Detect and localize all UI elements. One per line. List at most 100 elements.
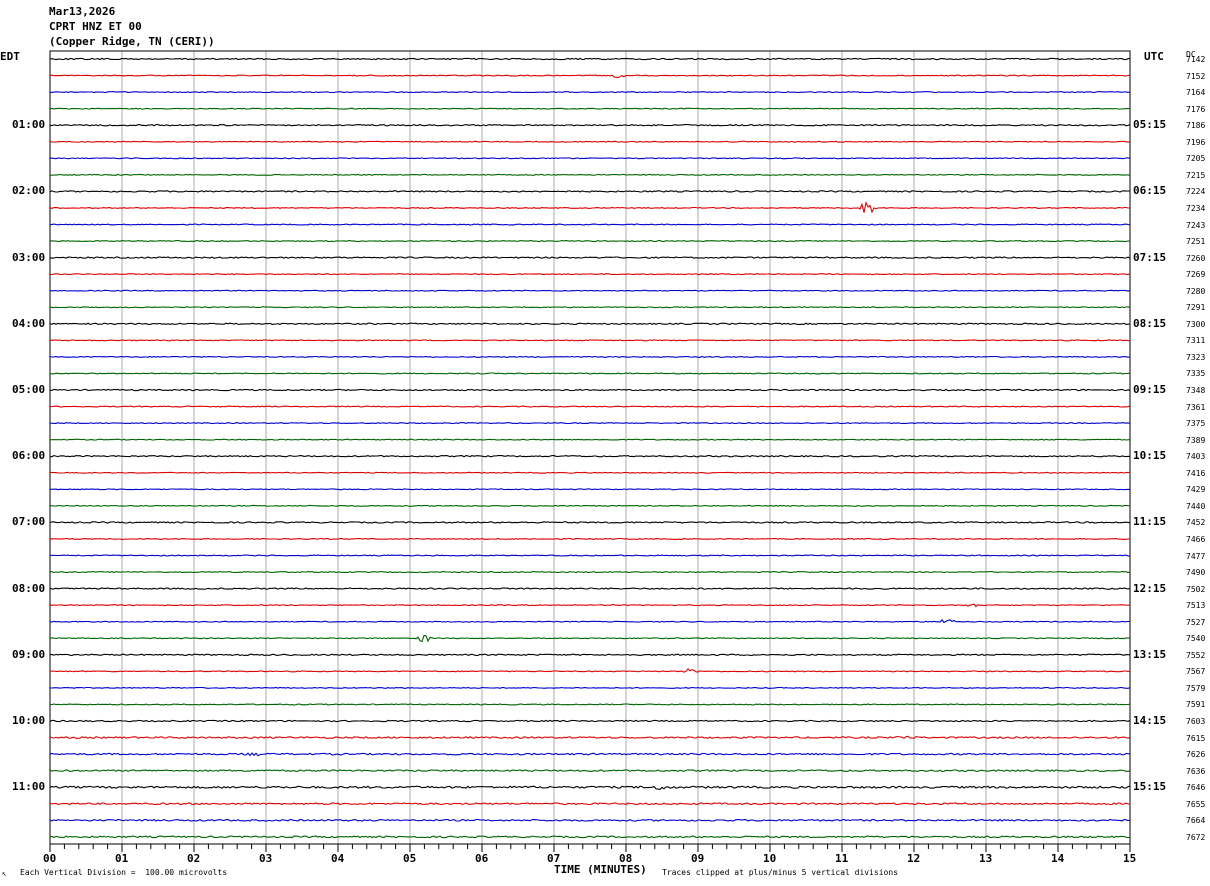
dc-offset-label: 7269 xyxy=(1186,270,1206,280)
seismic-trace xyxy=(49,405,1131,408)
seismic-trace xyxy=(49,273,1131,276)
dc-offset-label: 7490 xyxy=(1186,568,1206,578)
x-tick-label: 08 xyxy=(619,852,633,865)
dc-offset-label: 7591 xyxy=(1186,700,1206,710)
seismic-trace xyxy=(49,200,1131,214)
seismic-trace xyxy=(49,355,1131,358)
seismic-trace xyxy=(49,322,1131,326)
dc-offset-label: 7440 xyxy=(1186,501,1206,511)
seismic-trace xyxy=(49,686,1131,689)
seismic-trace xyxy=(49,554,1130,557)
dc-offset-label: 7466 xyxy=(1186,534,1206,544)
dc-offset-label: 7186 xyxy=(1186,121,1206,131)
dc-offset-label: 7579 xyxy=(1186,683,1206,693)
left-hour-label: 03:00 xyxy=(12,250,46,264)
right-hour-label: 13:15 xyxy=(1133,647,1167,661)
corner-arrow-icon: ↖ xyxy=(2,869,7,878)
dc-offset-label: 7280 xyxy=(1186,286,1206,296)
dc-offset-label: 7636 xyxy=(1186,766,1206,776)
dc-offset-label: 7527 xyxy=(1186,617,1206,627)
dc-offset-label: 7361 xyxy=(1186,402,1206,412)
dc-offset-label: 7403 xyxy=(1186,452,1206,462)
date-label: Mar13,2026 xyxy=(49,5,116,18)
left-hour-label: 06:00 xyxy=(12,449,46,463)
dc-offset-label: 7234 xyxy=(1186,203,1206,213)
left-hour-label: 09:00 xyxy=(12,647,46,661)
seismic-trace xyxy=(49,57,1131,61)
x-tick-label: 09 xyxy=(691,852,705,865)
dc-offset-label: 7429 xyxy=(1186,485,1206,495)
right-hour-label: 05:15 xyxy=(1133,118,1167,132)
right-timezone-label: UTC xyxy=(1144,50,1164,63)
left-timezone-label: EDT xyxy=(0,50,20,63)
seismic-trace xyxy=(49,289,1131,292)
dc-offset-label: 7513 xyxy=(1186,601,1206,611)
seismic-trace xyxy=(49,635,1130,643)
left-hour-label: 08:00 xyxy=(12,581,46,595)
seismic-trace xyxy=(49,818,1131,822)
x-tick-label: 13 xyxy=(979,852,993,865)
seismic-trace xyxy=(49,785,1131,790)
seismic-trace xyxy=(49,504,1131,507)
clip-note: Traces clipped at plus/minus 5 vertical … xyxy=(662,868,899,877)
dc-offset-label: 7243 xyxy=(1186,220,1206,230)
left-hour-label: 11:00 xyxy=(12,780,46,794)
seismic-trace xyxy=(49,74,1131,79)
seismic-trace xyxy=(49,91,1131,94)
right-hour-label: 12:15 xyxy=(1133,581,1167,595)
dc-offset-label: 7323 xyxy=(1186,352,1206,362)
right-hour-label: 06:15 xyxy=(1133,184,1167,198)
dc-offset-label: 7260 xyxy=(1186,253,1206,263)
right-hour-label: 10:15 xyxy=(1133,449,1167,463)
seismic-trace xyxy=(49,603,1130,608)
x-tick-label: 00 xyxy=(43,852,57,865)
dc-offset-label: 7477 xyxy=(1186,551,1206,561)
dc-offset-label: 7540 xyxy=(1186,634,1206,644)
x-tick-label: 14 xyxy=(1051,852,1065,865)
dc-offset-label: 7626 xyxy=(1186,750,1206,760)
right-hour-label: 07:15 xyxy=(1133,250,1167,264)
x-tick-label: 06 xyxy=(475,852,489,865)
x-tick-label: 02 xyxy=(187,852,201,865)
seismic-trace xyxy=(49,735,1131,739)
seismic-trace xyxy=(49,306,1131,309)
dc-offset-label: 7224 xyxy=(1186,187,1206,197)
dc-offset-label: 7452 xyxy=(1186,518,1206,528)
x-tick-label: 04 xyxy=(331,852,345,865)
seismic-trace xyxy=(49,703,1131,706)
left-hour-label: 04:00 xyxy=(12,316,46,330)
x-tick-label: 15 xyxy=(1123,852,1137,865)
seismic-trace xyxy=(49,719,1131,723)
seismic-trace xyxy=(50,173,1131,176)
location-label: (Copper Ridge, TN (CERI)) xyxy=(49,35,215,48)
x-tick-label: 07 xyxy=(547,852,561,865)
x-tick-label: 12 xyxy=(907,852,921,865)
seismic-trace xyxy=(49,752,1131,757)
right-hour-label: 14:15 xyxy=(1133,714,1167,727)
dc-offset-label: 7291 xyxy=(1186,303,1206,313)
seismic-trace xyxy=(49,223,1131,226)
dc-offset-label: 7176 xyxy=(1186,104,1206,114)
seismic-trace xyxy=(49,471,1131,474)
seismic-trace xyxy=(49,587,1131,590)
dc-header: DC xyxy=(1186,50,1196,59)
dc-offset-label: 7375 xyxy=(1186,419,1206,429)
seismic-trace xyxy=(49,571,1131,574)
dc-offset-label: 7389 xyxy=(1186,435,1206,445)
seismic-trace xyxy=(49,488,1131,491)
seismic-trace xyxy=(49,190,1131,193)
right-hour-label: 09:15 xyxy=(1133,383,1167,396)
dc-offset-label: 7615 xyxy=(1186,733,1206,743)
dc-offset-label: 7664 xyxy=(1186,816,1206,826)
dc-offset-label: 7142 xyxy=(1186,55,1206,64)
x-tick-label: 05 xyxy=(403,852,417,865)
scale-note: Each Vertical Division = 100.00 microvol… xyxy=(20,868,228,877)
seismic-trace xyxy=(49,521,1131,524)
seismic-trace xyxy=(50,372,1131,375)
dc-offset-label: 7552 xyxy=(1186,650,1206,660)
station-label: CPRT HNZ ET 00 xyxy=(49,20,142,33)
x-tick-label: 11 xyxy=(835,852,849,865)
x-tick-label: 10 xyxy=(763,852,777,865)
dc-offset-label: 7300 xyxy=(1186,319,1206,329)
dc-offset-label: 7164 xyxy=(1186,88,1206,98)
